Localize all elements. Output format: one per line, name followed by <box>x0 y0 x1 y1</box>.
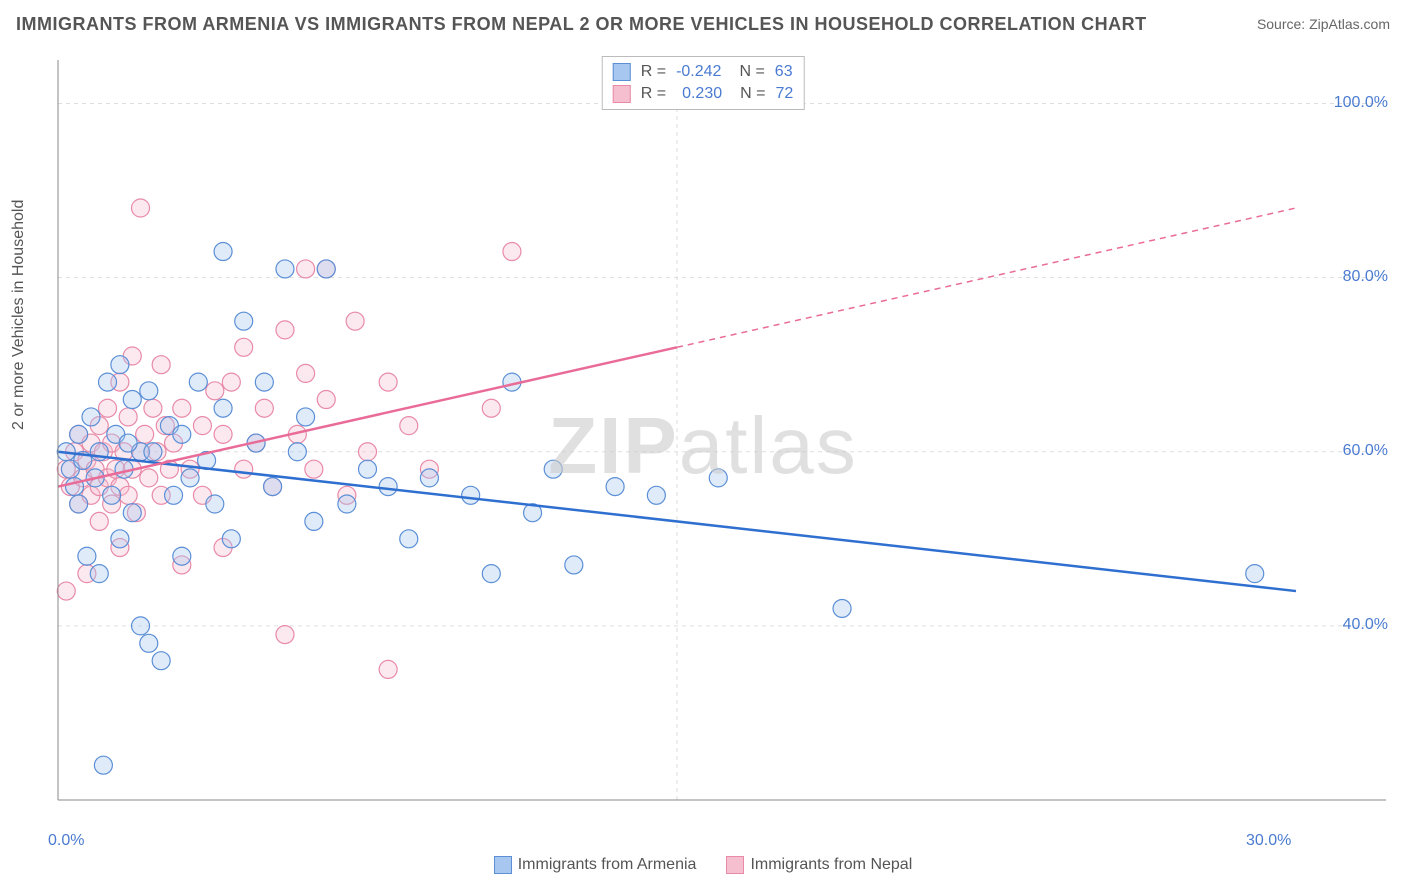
x-tick-label: 30.0% <box>1246 832 1291 850</box>
armenia-swatch-icon <box>494 856 512 874</box>
source-label: Source: <box>1257 16 1309 32</box>
nepal-r-value: 0.230 <box>682 85 722 103</box>
source-value: ZipAtlas.com <box>1309 16 1390 32</box>
x-tick-label: 0.0% <box>48 832 84 850</box>
y-tick-label: 80.0% <box>1343 268 1388 286</box>
legend-item-armenia: Immigrants from Armenia <box>494 856 697 874</box>
nepal-label: Immigrants from Nepal <box>750 856 912 874</box>
legend-row-armenia: R = -0.242 N = 63 <box>613 61 794 83</box>
armenia-swatch-icon <box>613 63 631 81</box>
y-tick-label: 60.0% <box>1343 442 1388 460</box>
series-legend: Immigrants from Armenia Immigrants from … <box>0 856 1406 874</box>
armenia-r-value: -0.242 <box>676 63 721 81</box>
r-label: R = <box>641 85 666 103</box>
correlation-legend: R = -0.242 N = 63 R = 0.230 N = 72 <box>602 56 805 110</box>
y-tick-label: 40.0% <box>1343 616 1388 634</box>
nepal-swatch-icon <box>613 85 631 103</box>
chart-header: IMMIGRANTS FROM ARMENIA VS IMMIGRANTS FR… <box>16 14 1390 35</box>
legend-row-nepal: R = 0.230 N = 72 <box>613 83 794 105</box>
nepal-n-value: 72 <box>775 85 793 103</box>
scatter-chart <box>50 50 1386 830</box>
armenia-n-value: 63 <box>775 63 793 81</box>
chart-title: IMMIGRANTS FROM ARMENIA VS IMMIGRANTS FR… <box>16 14 1147 35</box>
y-tick-label: 100.0% <box>1334 94 1388 112</box>
n-label: N = <box>740 85 765 103</box>
legend-item-nepal: Immigrants from Nepal <box>726 856 912 874</box>
r-label: R = <box>641 63 666 81</box>
source-text: Source: ZipAtlas.com <box>1257 16 1390 34</box>
nepal-swatch-icon <box>726 856 744 874</box>
armenia-label: Immigrants from Armenia <box>518 856 697 874</box>
y-axis-label: 2 or more Vehicles in Household <box>10 200 28 430</box>
n-label: N = <box>739 63 764 81</box>
